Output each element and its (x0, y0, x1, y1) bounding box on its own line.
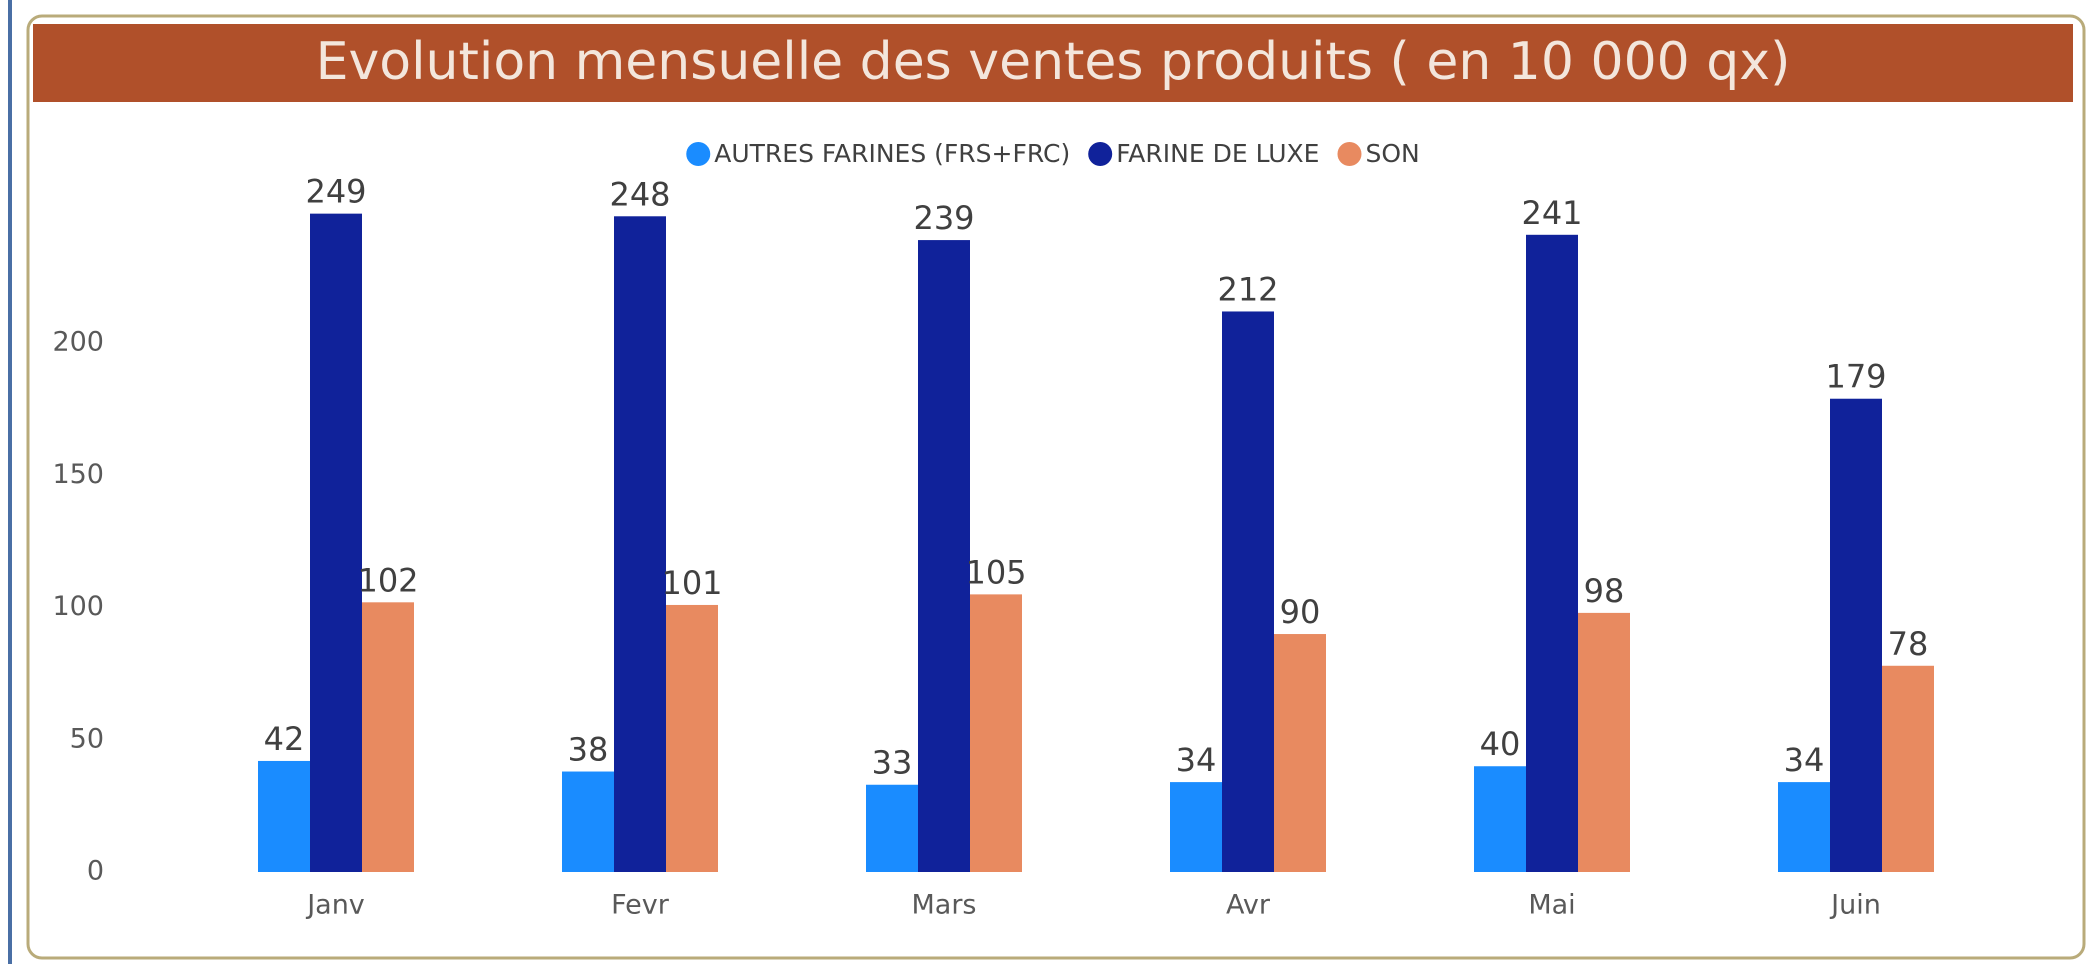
bar (1578, 612, 1630, 872)
data-label: 33 (872, 744, 913, 782)
data-label: 249 (305, 173, 366, 211)
bar (1526, 234, 1578, 872)
bar (1222, 311, 1274, 872)
x-tick-label: Avr (1226, 890, 1271, 921)
bar (562, 771, 614, 872)
legend-marker (686, 142, 711, 166)
data-label: 38 (568, 731, 609, 769)
bar (970, 594, 1022, 872)
legend-label: FARINE DE LUXE (1116, 139, 1319, 168)
data-label: 78 (1888, 625, 1929, 663)
bar (1170, 782, 1222, 872)
legend-marker (1088, 142, 1113, 166)
data-label: 98 (1584, 572, 1625, 610)
bar (258, 760, 310, 872)
bar (866, 784, 918, 872)
y-tick-label: 150 (52, 459, 104, 490)
bar (666, 604, 718, 872)
x-tick-label: Mai (1528, 890, 1575, 921)
bar (1882, 665, 1934, 872)
data-label: 239 (913, 199, 974, 237)
x-tick-label: Janv (305, 890, 365, 921)
data-label: 34 (1176, 741, 1217, 779)
title-bar (33, 24, 2073, 102)
y-tick-label: 50 (70, 723, 104, 754)
data-label: 248 (609, 175, 670, 213)
x-tick-label: Mars (911, 890, 976, 921)
bar (1830, 398, 1882, 872)
x-tick-label: Juin (1829, 890, 1881, 921)
legend-label: SON (1365, 139, 1419, 168)
data-label: 241 (1521, 194, 1582, 232)
data-label: 42 (264, 720, 305, 758)
bar (614, 216, 666, 873)
legend: AUTRES FARINES (FRS+FRC) FARINE DE LUXE SO… (686, 139, 1420, 168)
data-label: 101 (661, 564, 722, 602)
bar (1474, 766, 1526, 872)
x-tick-label: Fevr (611, 890, 670, 921)
data-label: 212 (1217, 270, 1278, 308)
y-tick-label: 200 (52, 327, 104, 358)
data-label: 105 (965, 553, 1026, 591)
bar (362, 602, 414, 872)
data-label: 179 (1825, 358, 1886, 396)
y-tick-label: 100 (52, 591, 104, 622)
y-tick-label: 0 (87, 856, 104, 887)
bar (918, 240, 970, 873)
data-label: 34 (1784, 741, 1825, 779)
legend-marker (1337, 142, 1362, 166)
bar (310, 213, 362, 873)
data-label: 90 (1280, 593, 1321, 631)
chart-title: Evolution mensuelle des ventes produits … (316, 32, 1791, 92)
data-label: 102 (357, 561, 418, 599)
legend-label: AUTRES FARINES (FRS+FRC) (714, 139, 1070, 168)
bar (1274, 634, 1326, 872)
bar (1778, 782, 1830, 872)
data-label: 40 (1480, 725, 1521, 763)
